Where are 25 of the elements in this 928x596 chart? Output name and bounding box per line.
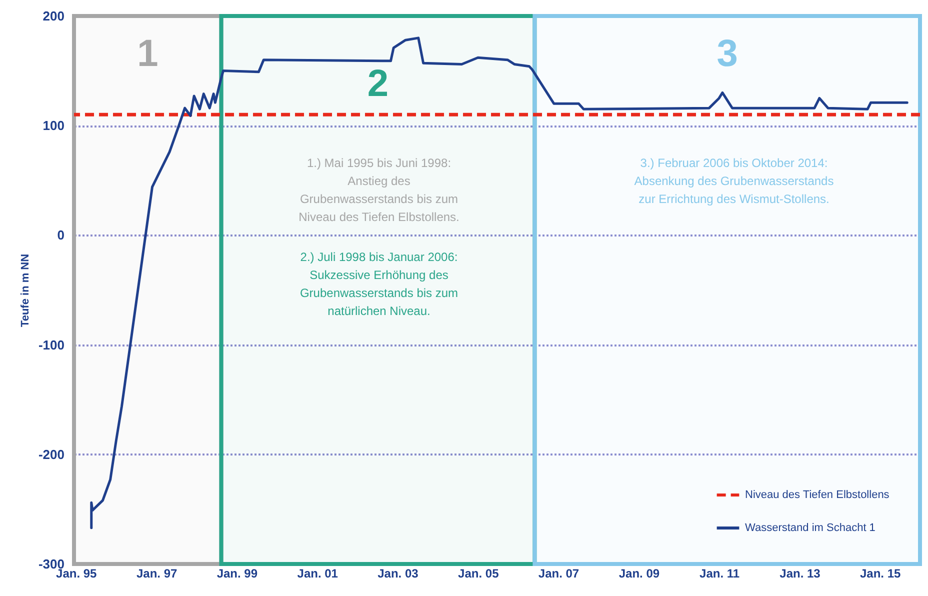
- band-label: 1: [137, 33, 158, 75]
- x-tick-label: Jan. 99: [216, 566, 258, 580]
- x-tick-label: Jan. 09: [618, 566, 660, 580]
- line-series: [90, 36, 908, 530]
- x-tick-label: Jan. 15: [860, 566, 901, 580]
- y-tick-label: -100: [38, 337, 64, 352]
- legend-label: Niveau des Tiefen Elbstollens: [745, 489, 890, 501]
- annotation: 1.) Mai 1995 bis Juni 1998: Anstieg des Grubenwasserstands bis zum Niveau des Tiefen Elbstollens.: [298, 156, 460, 224]
- band-label: 3: [716, 33, 738, 75]
- band-label: 2: [367, 63, 389, 105]
- y-tick-label: -200: [38, 446, 64, 462]
- x-tick-label: Jan. 97: [136, 566, 178, 580]
- x-tick-label: Jan. 01: [297, 566, 338, 580]
- x-tick-label: Jan. 13: [780, 566, 821, 580]
- x-tick-label: Jan. 07: [538, 566, 580, 580]
- y-axis-title: Teufe in m NN: [19, 254, 32, 328]
- x-tick-label: Jan. 05: [458, 566, 500, 580]
- legend-label: Wasserstand im Schacht 1: [745, 522, 876, 534]
- x-tick-label: Jan. 03: [378, 566, 419, 580]
- y-tick-label: 0: [57, 228, 64, 243]
- y-tick-label: 100: [42, 118, 64, 134]
- x-tick-label: Jan. 11: [700, 566, 740, 580]
- annotation: 3.) Februar 2006 bis Oktober 2014: Absenkung des Grubenwasserstands zur Errichtung des Wismut-Stollens.: [634, 156, 834, 206]
- y-tick-label: 200: [42, 8, 64, 24]
- annotation: 2.) Juli 1998 bis Januar 2006: Sukzessive Erhöhung des Grubenwasserstands bis zum natürlichen Niveau.: [300, 250, 458, 318]
